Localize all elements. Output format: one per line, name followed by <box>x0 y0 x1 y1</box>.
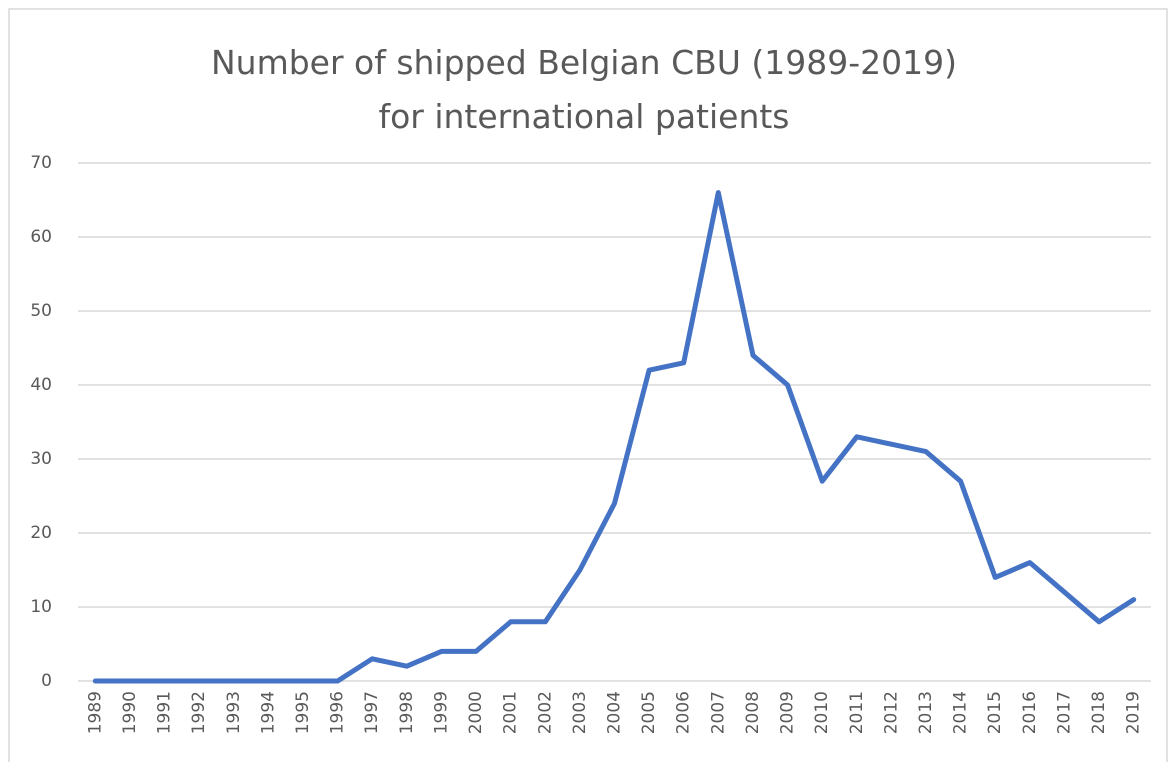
data-line <box>92 190 1137 684</box>
y-tick-label: 50 <box>30 301 52 321</box>
x-tick-label: 2018 <box>1089 691 1109 734</box>
x-tick-label: 1991 <box>155 691 175 734</box>
x-tick-label: 2019 <box>1124 691 1144 734</box>
x-tick-label: 2009 <box>778 691 798 734</box>
x-tick-label: 2005 <box>639 691 659 734</box>
chart-title: Number of shipped Belgian CBU (1989-2019… <box>210 43 958 136</box>
x-tick-label: 2017 <box>1054 691 1074 734</box>
x-tick-label: 2000 <box>466 691 486 734</box>
x-tick-label: 1996 <box>328 691 348 734</box>
x-tick-label: 2004 <box>605 691 625 734</box>
x-tick-label: 2013 <box>916 691 936 734</box>
chart-border <box>8 8 1168 762</box>
x-tick-label: 1994 <box>258 691 278 734</box>
y-tick-label: 40 <box>30 375 52 395</box>
x-tick-label: 2012 <box>881 691 901 734</box>
x-tick-label: 1999 <box>431 691 451 734</box>
x-tick-label: 1990 <box>120 691 140 734</box>
x-tick-label: 2016 <box>1020 691 1040 734</box>
x-tick-label: 2014 <box>951 691 971 734</box>
x-tick-label: 1993 <box>224 691 244 734</box>
x-tick-label: 2010 <box>812 691 832 734</box>
y-tick-label: 20 <box>30 523 52 543</box>
y-tick-label: 10 <box>30 597 52 617</box>
y-tick-label: 30 <box>30 449 52 469</box>
x-tick-label: 1992 <box>189 691 209 734</box>
x-tick-label: 2002 <box>535 691 555 734</box>
y-tick-label: 60 <box>30 227 52 247</box>
y-tick-label: 0 <box>41 671 52 691</box>
x-tick-label: 2011 <box>847 691 867 734</box>
x-tick-label: 1997 <box>362 691 382 734</box>
x-tick-label: 2015 <box>985 691 1005 734</box>
x-tick-label: 2001 <box>501 691 521 734</box>
x-tick-label: 2007 <box>708 691 728 734</box>
x-tick-label: 1995 <box>293 691 313 734</box>
x-tick-label: 2003 <box>570 691 590 734</box>
x-tick-label: 1989 <box>85 691 105 734</box>
y-tick-label: 70 <box>30 153 52 173</box>
x-tick-label: 2006 <box>674 691 694 734</box>
x-tick-label: 2008 <box>743 691 763 734</box>
x-tick-label: 1998 <box>397 691 417 734</box>
